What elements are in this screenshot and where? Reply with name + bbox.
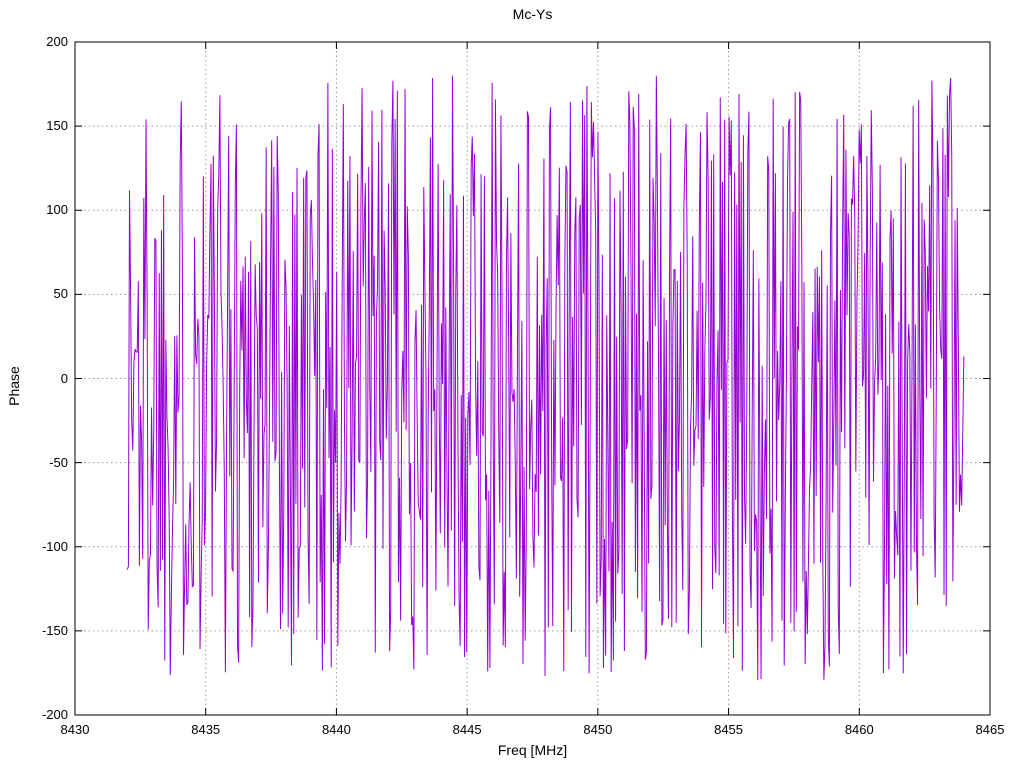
y-tick-label: -200 [41, 707, 68, 722]
series-line-phase-vs-freq [126, 75, 965, 680]
y-tick-label: 50 [53, 286, 68, 302]
y-tick-label: 150 [46, 118, 68, 134]
x-tick-label: 8445 [452, 722, 482, 737]
chart-title: Mc-Ys [512, 6, 553, 22]
y-tick-label: 200 [46, 34, 68, 49]
x-tick-label: 8450 [583, 722, 613, 737]
x-tick-label: 8455 [714, 722, 744, 737]
x-tick-label: 8440 [321, 722, 351, 737]
y-tick-label: 0 [60, 370, 68, 386]
y-tick-label: -100 [41, 538, 68, 554]
y-tick-label: 100 [46, 202, 68, 218]
x-axis-label: Freq [MHz] [497, 742, 568, 758]
x-tick-label: 8430 [60, 722, 90, 737]
x-tick-label: 8460 [844, 722, 874, 737]
y-tick-label: -50 [49, 454, 68, 470]
x-tick-label: 8435 [191, 722, 221, 737]
plot-border [74, 41, 991, 716]
x-tick-label: 8465 [975, 722, 1005, 737]
y-tick-label: -150 [41, 622, 68, 638]
